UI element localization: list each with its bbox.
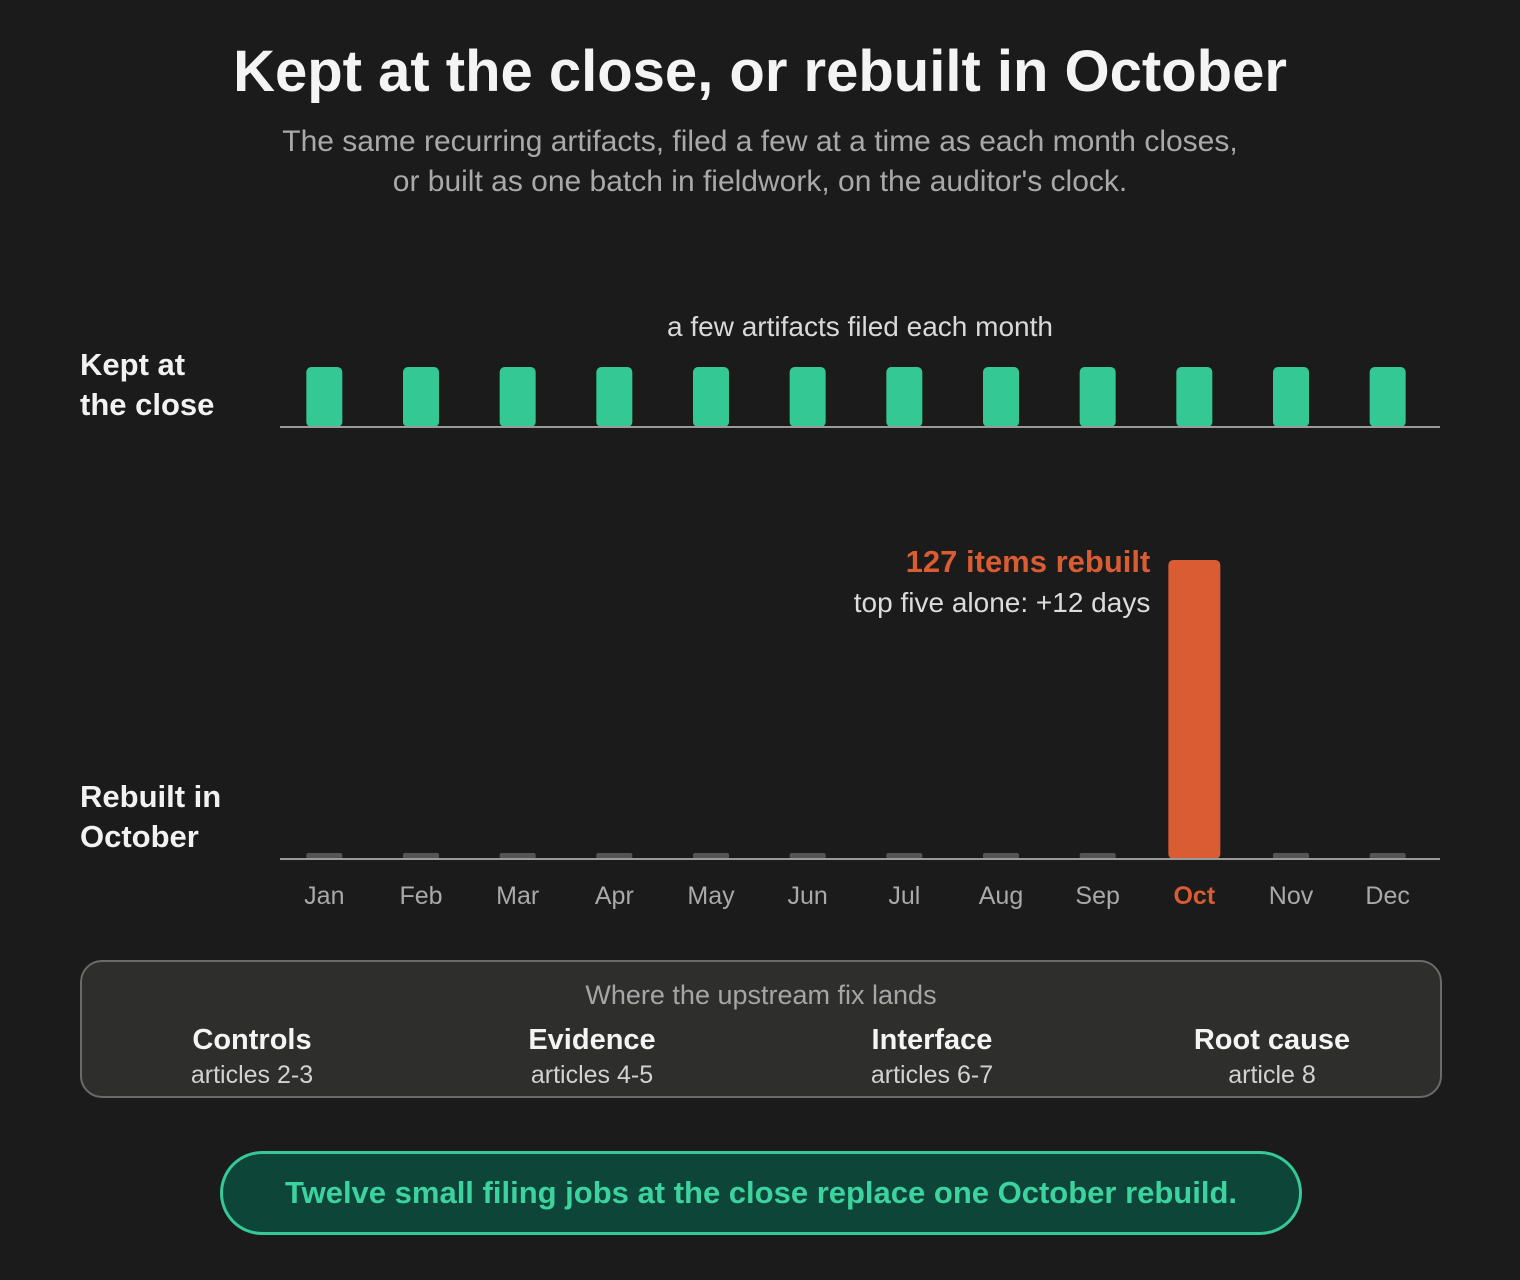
rebuilt-bar-jan [306,853,343,859]
month-label-jun: Jun [788,882,828,910]
month-label-oct: Oct [1173,882,1215,910]
kept-bar-nov [1273,367,1309,427]
kept-annotation: a few artifacts filed each month [667,311,1053,342]
fix-item-evidence: Evidence articles 4-5 [442,1022,742,1092]
fix-item-ref: articles 6-7 [870,1061,994,1089]
fix-item-name: Controls [192,1024,312,1056]
rebuilt-bar-apr [596,853,633,859]
rebuilt-row-label-line: Rebuilt in [80,779,222,814]
month-label-mar: Mar [496,882,539,910]
fix-item-interface: Interface articles 6-7 [782,1022,1082,1092]
rebuilt-row-label-line: October [80,819,199,854]
fix-item-ref: article 8 [1228,1061,1316,1089]
kept-bar-dec [1369,367,1406,427]
subtitle-line: or built as one batch in fieldwork, on t… [392,165,1128,198]
month-label-apr: Apr [595,882,634,910]
page-subtitle: The same recurring artifacts, filed a fe… [0,122,1520,202]
kept-row-label: Kept at the close [80,345,214,425]
month-label-nov: Nov [1269,882,1314,910]
rebuilt-bar-sep [1079,853,1116,859]
kept-bar-mar [499,367,536,427]
kept-bar-sep [1079,367,1116,427]
conclusion-callout: Twelve small filing jobs at the close re… [220,1151,1302,1235]
rebuilt-annotation-count: 127 items rebuilt [906,544,1151,579]
fix-panel-title: Where the upstream fix lands [585,980,937,1010]
chart-canvas: a few artifacts filed each month 127 ite… [280,311,1440,910]
rebuilt-bar-dec [1369,853,1406,859]
kept-row-label-line: the close [80,387,215,422]
kept-bar-may [693,367,729,427]
kept-bar-oct [1176,367,1213,427]
fix-item-name: Interface [871,1024,993,1056]
rebuilt-bar-oct [1168,560,1221,859]
rebuilt-chart: 127 items rebuilt top five alone: +12 day… [280,544,1440,860]
page-title: Kept at the close, or rebuilt in October [233,39,1287,104]
upstream-fix-panel: Where the upstream fix lands Controls ar… [80,960,1442,1098]
fix-item-ref: articles 2-3 [190,1061,314,1089]
subtitle-line: The same recurring artifacts, filed a fe… [282,125,1238,158]
kept-bar-jul [886,367,923,427]
month-label-jul: Jul [888,882,920,910]
fix-item-name: Root cause [1193,1024,1351,1056]
rebuilt-bar-aug [983,853,1019,859]
rebuilt-annotation-days: top five alone: +12 days [854,587,1151,618]
fix-item-name: Evidence [528,1024,656,1056]
kept-chart: a few artifacts filed each month [280,311,1440,428]
month-axis: Jan Feb Mar Apr May Jun Jul Aug Sep Oct Nov Dec [304,882,1410,910]
rebuilt-bar-feb [403,853,439,859]
kept-bar-jan [306,367,343,427]
rebuilt-bar-jul [886,853,923,859]
rebuilt-bar-jun [789,853,826,859]
kept-bar-jun [789,367,826,427]
month-label-aug: Aug [979,882,1023,910]
kept-row-label-line: Kept at [80,347,186,382]
fix-item-ref: articles 4-5 [530,1061,654,1089]
kept-bar-feb [403,367,439,427]
fix-item-root-cause: Root cause article 8 [1122,1022,1422,1092]
rebuilt-bar-mar [499,853,536,859]
month-label-may: May [687,882,735,910]
month-label-dec: Dec [1365,882,1409,910]
month-label-sep: Sep [1075,882,1119,910]
fix-item-controls: Controls articles 2-3 [102,1022,402,1092]
month-label-jan: Jan [304,882,344,910]
rebuilt-bar-nov [1273,853,1309,859]
rebuilt-row-label: Rebuilt in October [80,777,221,857]
month-label-feb: Feb [399,882,442,910]
kept-bar-apr [596,367,633,427]
rebuilt-bar-may [693,853,729,859]
kept-bar-aug [983,367,1019,427]
